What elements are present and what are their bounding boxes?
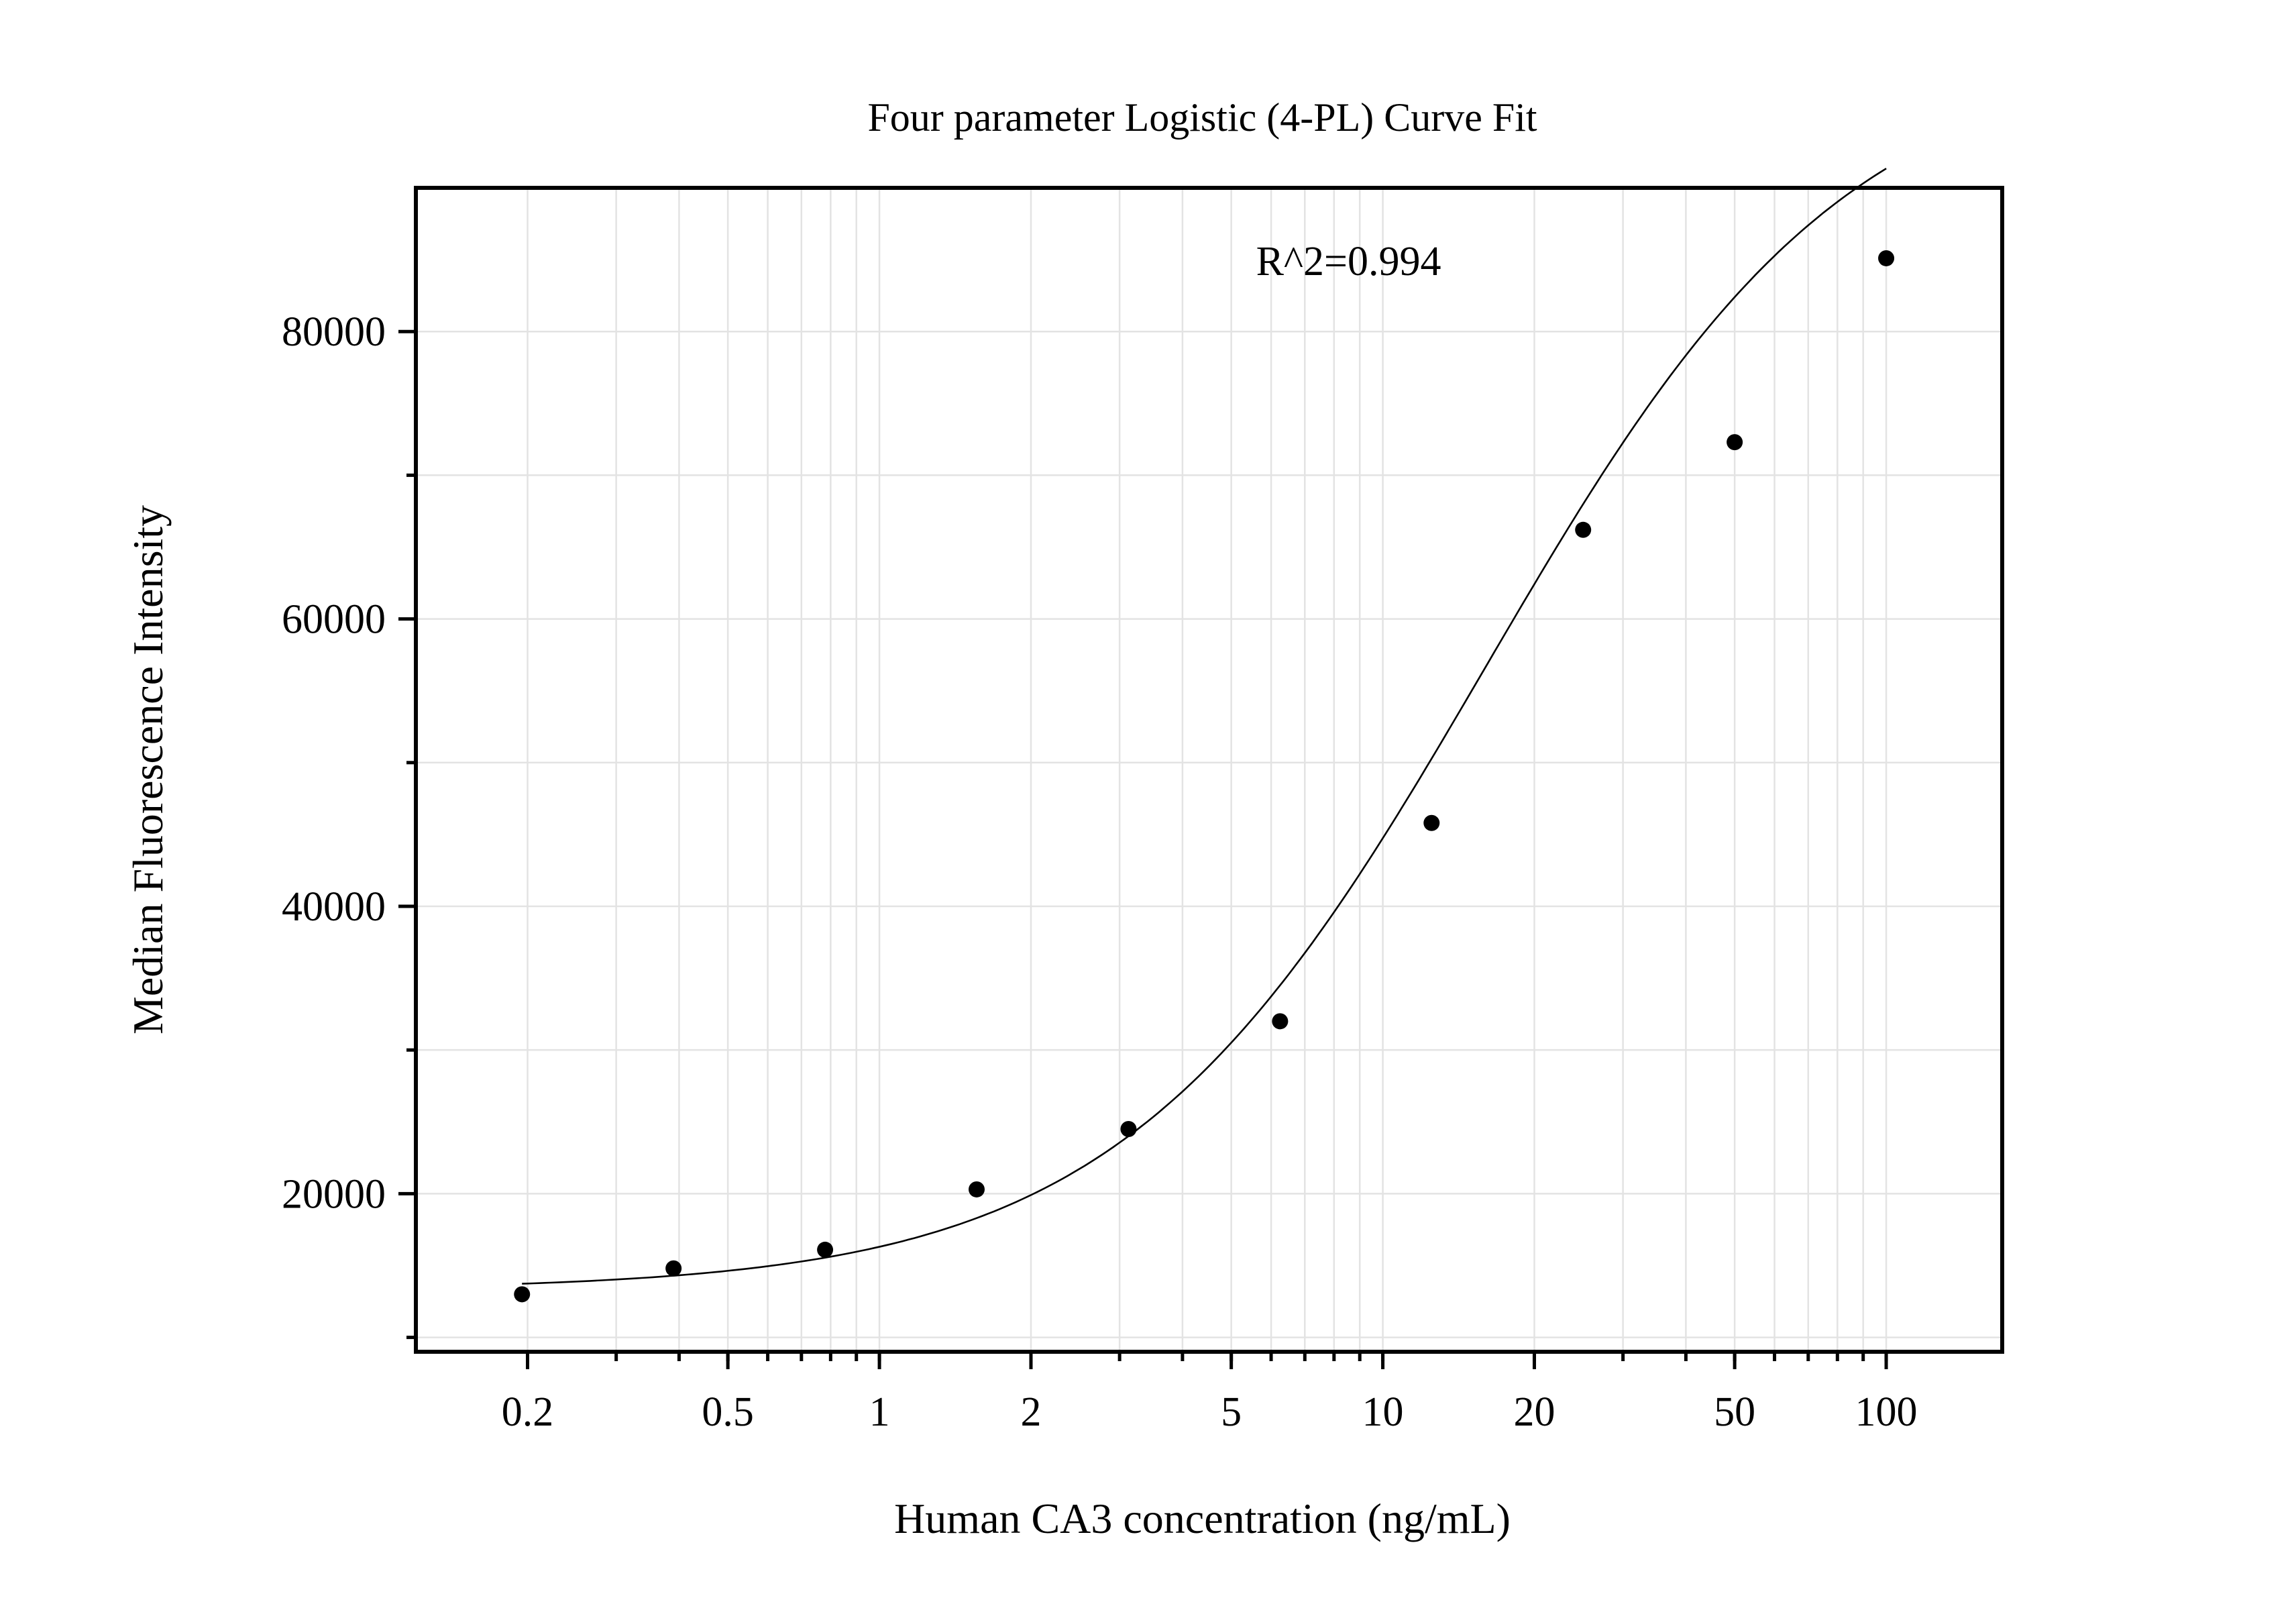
x-tick-label: 10 [1362,1389,1404,1435]
x-tick-label: 20 [1513,1389,1555,1435]
y-tick-label: 40000 [282,884,386,930]
data-point [1423,814,1440,831]
data-point [1727,434,1743,451]
chart-title: Four parameter Logistic (4-PL) Curve Fit [867,95,1537,140]
grid-lines [416,188,2002,1352]
y-tick-label: 20000 [282,1171,386,1217]
y-tick-label: 80000 [282,309,386,355]
data-point [665,1260,682,1277]
x-tick-label: 100 [1855,1389,1918,1435]
y-axis-label: Median Fluorescence Intensity [124,505,172,1034]
data-point [1120,1120,1137,1137]
plot-frame [414,186,2004,1354]
data-point [969,1181,985,1197]
x-tick-label: 5 [1221,1389,1242,1435]
x-tick-label: 2 [1020,1389,1041,1435]
data-point [1575,521,1592,538]
data-point [1272,1013,1289,1030]
axis-ticks [398,329,1888,1369]
x-tick-label: 50 [1714,1389,1755,1435]
fit-curve [522,168,1887,1285]
x-tick-label: 0.5 [702,1389,754,1435]
data-point [817,1241,834,1258]
tick-labels: 0.2 0.5 1 2 5 10 20 50 100 20000 40000 60000 80000 [282,309,1918,1435]
y-tick-label: 60000 [282,597,386,643]
data-point [514,1286,531,1303]
x-tick-label: 1 [869,1389,890,1435]
data-point [1878,250,1895,266]
r-squared-annotation: R^2=0.994 [1256,239,1441,284]
x-axis-label: Human CA3 concentration (ng/mL) [894,1495,1511,1542]
data-points [514,250,1895,1303]
x-tick-label: 0.2 [502,1389,554,1435]
